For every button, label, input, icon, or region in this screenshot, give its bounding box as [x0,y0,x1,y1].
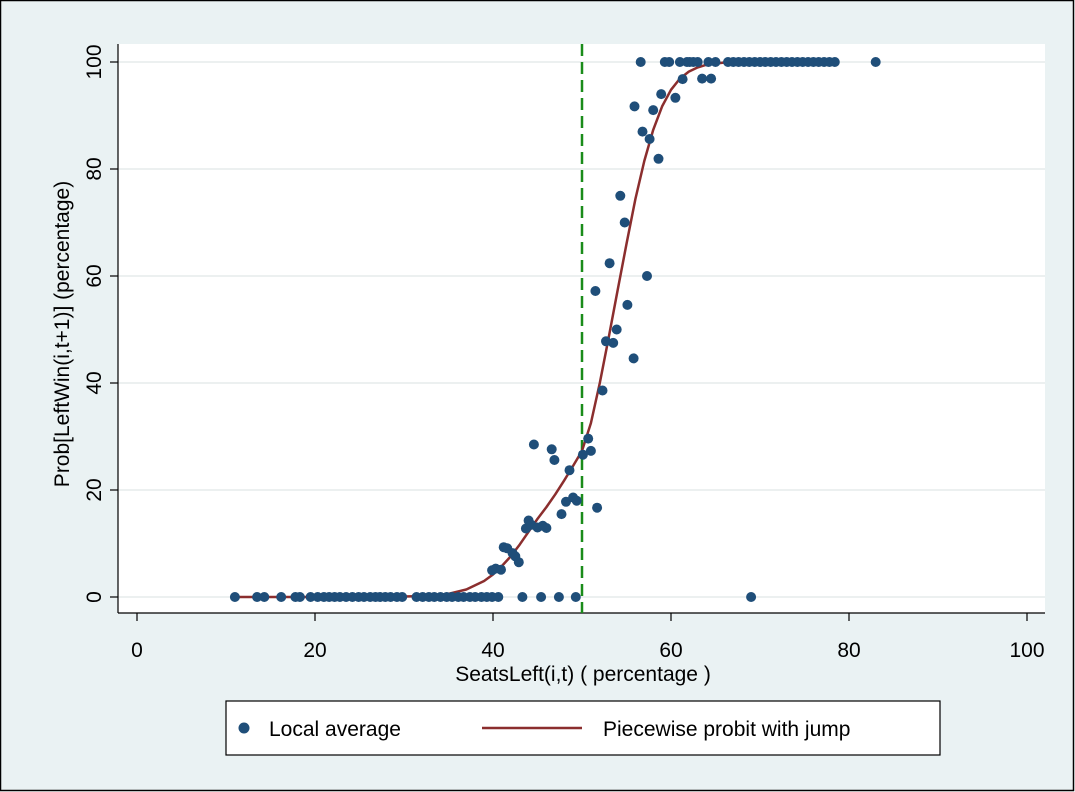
data-point-54 [528,439,539,450]
data-point-62 [564,465,575,476]
data-point-76 [619,217,630,228]
data-point-91 [677,74,688,85]
tick-labels: 0 20 40 60 80 100 0 20 40 60 80 100 [83,44,1045,662]
data-point-74 [611,324,622,335]
data-point-65 [577,449,588,460]
data-point-88 [664,57,675,67]
data-point-79 [629,101,640,112]
data-point-50 [513,557,524,568]
data-point-120 [829,57,840,67]
data-point-95 [692,57,703,67]
data-point-67 [585,445,596,456]
y-tick-label-60: 60 [83,264,106,287]
x-tick-label-60: 60 [659,639,682,662]
y-tick-label-20: 20 [83,478,106,501]
y-tick-label-0: 0 [83,591,106,603]
data-point-57 [541,523,552,533]
data-point-86 [656,89,667,100]
data-point-84 [648,105,659,116]
y-axis-label: Prob[LeftWin(i,t+1)] (percentage) [51,181,74,487]
data-point-3 [276,592,287,602]
x-tick-label-0: 0 [131,639,143,662]
legend-marker-local-average [238,722,250,734]
data-point-64 [571,495,582,506]
data-point-60 [556,509,567,520]
data-point-45 [496,564,506,575]
data-point-85 [653,153,664,164]
data-point-98 [706,73,717,84]
y-tick-label-80: 80 [83,157,106,180]
data-point-75 [615,190,626,201]
x-tick-label-100: 100 [1009,639,1044,662]
data-point-73 [608,337,619,348]
data-point-0 [229,592,240,602]
legend: Local average Piecewise probit with jump [225,700,941,756]
legend-box [225,700,941,756]
y-tick-label-40: 40 [83,371,106,394]
data-point-6 [305,592,316,602]
data-point-37 [493,592,504,602]
data-point-81 [637,126,648,137]
y-tick-label-100: 100 [83,44,106,79]
data-point-70 [597,385,608,396]
data-point-38 [517,592,528,602]
data-point-97 [703,57,714,67]
x-axis-label: SeatsLeft(i,t) ( percentage ) [455,663,711,686]
data-point-22 [397,592,408,602]
data-point-68 [590,286,601,296]
data-point-69 [592,502,603,513]
x-tick-label-80: 80 [837,639,860,662]
legend-label-probit: Piecewise probit with jump [603,718,850,741]
data-point-59 [549,455,560,465]
x-tick-label-40: 40 [481,639,504,662]
data-point-90 [674,57,685,67]
data-point-80 [635,57,646,67]
data-point-83 [644,134,655,144]
data-point-39 [536,592,547,602]
data-point-66 [583,433,594,444]
data-point-72 [604,258,615,269]
data-point-89 [670,92,681,103]
data-point-77 [622,299,633,310]
data-point-40 [553,592,564,602]
data-point-42 [746,592,757,602]
legend-label-local-average: Local average [269,718,401,741]
data-point-41 [570,592,581,602]
data-point-1 [252,592,263,602]
data-point-58 [546,444,557,455]
data-point-82 [642,271,652,281]
data-point-99 [710,57,721,67]
data-point-96 [697,73,708,84]
data-point-78 [628,353,639,364]
data-point-2 [259,592,270,602]
plot-area [118,44,1045,613]
data-point-121 [870,57,881,67]
x-tick-label-20: 20 [303,639,326,662]
data-point-5 [294,592,305,602]
scatter-points-layer [229,57,881,602]
